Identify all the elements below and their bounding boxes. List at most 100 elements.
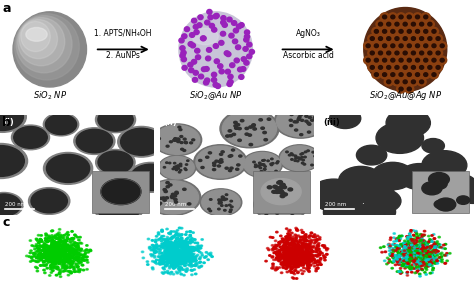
Circle shape <box>404 255 407 256</box>
Circle shape <box>306 261 309 263</box>
Circle shape <box>425 254 428 255</box>
Circle shape <box>48 247 50 248</box>
Circle shape <box>176 256 178 258</box>
Circle shape <box>70 263 72 265</box>
Circle shape <box>407 250 410 252</box>
Circle shape <box>183 248 185 249</box>
Circle shape <box>304 235 307 236</box>
Circle shape <box>45 244 47 245</box>
Circle shape <box>33 254 35 255</box>
Circle shape <box>438 236 440 238</box>
Circle shape <box>63 248 65 249</box>
Circle shape <box>409 251 411 253</box>
Circle shape <box>269 255 271 256</box>
Circle shape <box>432 268 434 269</box>
Circle shape <box>184 260 187 262</box>
Circle shape <box>302 251 305 253</box>
Circle shape <box>293 250 295 251</box>
Circle shape <box>47 250 49 252</box>
Circle shape <box>327 248 329 249</box>
Circle shape <box>305 249 308 250</box>
Circle shape <box>290 257 292 259</box>
Circle shape <box>298 261 300 262</box>
Circle shape <box>317 260 319 262</box>
Circle shape <box>54 252 56 254</box>
Circle shape <box>45 256 47 258</box>
Circle shape <box>266 206 269 208</box>
Circle shape <box>188 260 190 262</box>
Circle shape <box>416 29 419 33</box>
Circle shape <box>76 266 79 268</box>
Circle shape <box>410 258 412 260</box>
Circle shape <box>297 241 300 243</box>
Circle shape <box>408 250 410 251</box>
Circle shape <box>43 250 46 252</box>
Circle shape <box>403 262 406 264</box>
Circle shape <box>285 253 287 255</box>
Circle shape <box>182 261 184 263</box>
Circle shape <box>34 253 36 255</box>
Circle shape <box>199 251 201 253</box>
Circle shape <box>297 266 299 268</box>
Circle shape <box>423 256 425 258</box>
Circle shape <box>67 245 70 246</box>
Circle shape <box>433 238 436 240</box>
Circle shape <box>52 247 55 248</box>
Circle shape <box>301 243 303 244</box>
Circle shape <box>297 118 301 121</box>
Circle shape <box>420 248 423 250</box>
Circle shape <box>164 272 166 273</box>
Circle shape <box>395 51 399 55</box>
Circle shape <box>414 248 417 249</box>
Circle shape <box>435 243 437 245</box>
Circle shape <box>292 236 294 238</box>
Circle shape <box>222 197 225 198</box>
Circle shape <box>281 264 283 265</box>
Circle shape <box>168 244 170 245</box>
Circle shape <box>422 258 424 259</box>
Circle shape <box>304 245 307 246</box>
Circle shape <box>410 255 412 257</box>
Circle shape <box>436 242 438 244</box>
Circle shape <box>64 260 66 262</box>
Circle shape <box>420 253 423 254</box>
Ellipse shape <box>18 18 65 66</box>
Circle shape <box>433 244 435 246</box>
Circle shape <box>294 248 296 250</box>
Circle shape <box>177 251 180 253</box>
Circle shape <box>171 260 173 262</box>
Circle shape <box>213 164 216 166</box>
Circle shape <box>305 115 308 117</box>
Circle shape <box>407 243 410 245</box>
Circle shape <box>201 265 203 267</box>
Circle shape <box>316 251 318 253</box>
Circle shape <box>310 260 312 261</box>
Circle shape <box>405 13 414 21</box>
Circle shape <box>175 166 177 167</box>
Circle shape <box>435 252 437 253</box>
Circle shape <box>305 244 307 245</box>
Circle shape <box>178 251 181 253</box>
Circle shape <box>428 255 431 257</box>
Circle shape <box>176 241 178 243</box>
Circle shape <box>199 159 202 161</box>
Circle shape <box>286 250 288 252</box>
Circle shape <box>186 248 188 250</box>
Circle shape <box>324 246 326 248</box>
Circle shape <box>263 131 266 134</box>
Circle shape <box>212 168 216 171</box>
Circle shape <box>249 143 253 146</box>
Circle shape <box>182 253 184 254</box>
Circle shape <box>415 258 417 260</box>
Circle shape <box>311 254 314 256</box>
Circle shape <box>190 252 192 254</box>
Circle shape <box>435 249 438 250</box>
Circle shape <box>210 252 212 254</box>
Circle shape <box>421 253 423 255</box>
Circle shape <box>310 240 313 242</box>
Circle shape <box>424 272 426 273</box>
Circle shape <box>281 146 319 171</box>
Circle shape <box>176 139 179 141</box>
Circle shape <box>418 252 420 254</box>
Circle shape <box>218 208 220 210</box>
